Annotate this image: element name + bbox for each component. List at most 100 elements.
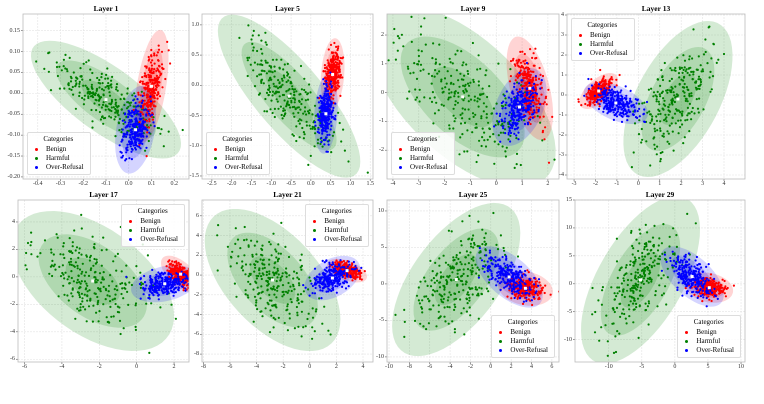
data-point [94, 270, 97, 274]
data-point [102, 101, 105, 104]
data-point [126, 92, 129, 95]
legend-label: Benign [46, 145, 67, 153]
data-point [281, 272, 284, 275]
data-point [158, 81, 161, 84]
data-point [110, 315, 113, 318]
data-point [617, 91, 620, 95]
data-point [452, 107, 455, 110]
data-point [317, 118, 320, 122]
data-point [102, 122, 105, 125]
x-tick-label: -2.0 [226, 181, 237, 187]
data-point [484, 74, 487, 77]
data-point [160, 280, 163, 283]
data-point [417, 63, 420, 66]
data-point [101, 82, 104, 85]
data-point [366, 171, 369, 174]
data-point [100, 281, 103, 284]
data-point [323, 143, 326, 146]
data-point [273, 85, 276, 88]
data-point [671, 116, 674, 119]
data-point [625, 94, 628, 97]
data-point [139, 114, 142, 117]
data-point [104, 116, 107, 120]
data-point [133, 92, 136, 95]
data-point [132, 144, 135, 147]
data-point [622, 105, 625, 108]
data-point [674, 122, 677, 125]
data-point [671, 87, 674, 90]
data-point [595, 96, 598, 100]
data-point [30, 240, 33, 244]
data-point [85, 254, 88, 257]
data-point [497, 62, 500, 65]
data-point [665, 120, 668, 123]
data-point [511, 91, 514, 94]
data-point [313, 104, 317, 107]
data-point [683, 95, 686, 98]
data-point [169, 263, 172, 266]
data-point [332, 97, 335, 100]
data-point [593, 94, 596, 97]
data-point [276, 91, 279, 94]
data-point [141, 99, 144, 102]
data-point [133, 122, 136, 125]
data-point [406, 65, 409, 68]
data-point [273, 288, 277, 291]
data-point [502, 100, 505, 103]
data-point [282, 290, 285, 293]
data-point [241, 260, 244, 263]
data-point [667, 106, 670, 109]
data-point [144, 65, 147, 68]
data-point [53, 263, 56, 266]
data-point [321, 109, 324, 112]
data-point [267, 94, 270, 97]
harmful-centroid-marker [91, 279, 95, 283]
data-point [688, 112, 691, 115]
data-point [303, 110, 306, 113]
data-point [486, 95, 489, 99]
data-point [270, 99, 273, 102]
data-point [467, 72, 470, 75]
data-point [332, 62, 335, 65]
data-point [610, 103, 613, 106]
data-point [127, 121, 130, 124]
data-point [300, 268, 303, 271]
data-point [97, 81, 100, 84]
legend-marker-icon [214, 157, 217, 160]
data-point [580, 189, 582, 191]
data-point [335, 291, 338, 294]
legend-label: Benign [140, 217, 161, 225]
data-point [153, 79, 156, 82]
data-point [125, 148, 128, 151]
data-point [94, 292, 97, 295]
legend-item-over-refusal: Over-Refusal [33, 163, 84, 172]
data-point [334, 82, 337, 85]
data-point [100, 106, 103, 109]
data-point [475, 122, 478, 126]
data-point [418, 100, 421, 103]
data-point [25, 268, 28, 271]
data-point [483, 131, 486, 134]
data-point [327, 140, 330, 143]
data-point [182, 284, 185, 287]
data-point [629, 89, 632, 92]
data-point [136, 137, 139, 140]
data-point [107, 290, 110, 293]
data-point [601, 95, 604, 98]
data-point [668, 103, 671, 106]
y-tick-label: 0 [561, 92, 564, 98]
data-point [104, 108, 107, 111]
data-point [145, 155, 148, 158]
data-point [690, 92, 693, 95]
data-point [64, 53, 67, 57]
data-point [453, 120, 456, 123]
data-point [528, 95, 531, 99]
data-point [78, 268, 82, 271]
data-point [82, 103, 85, 106]
data-point [478, 139, 481, 142]
x-tick-label: -0.4 [33, 181, 43, 187]
data-point [330, 116, 333, 119]
legend-marker-icon [214, 148, 217, 151]
data-point [166, 40, 169, 43]
data-point [522, 109, 525, 112]
